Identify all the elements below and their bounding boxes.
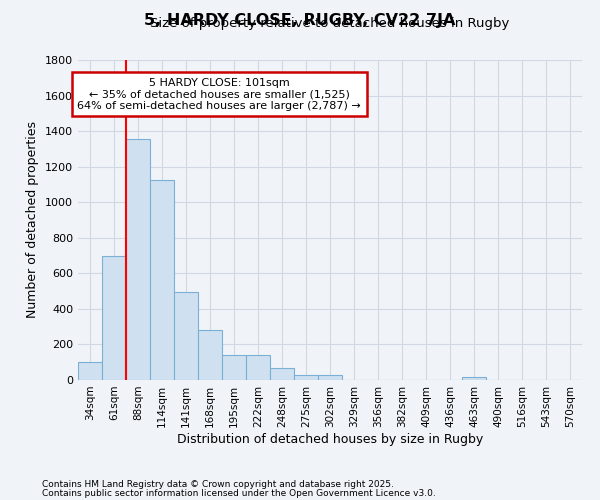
Bar [126,139,150,380]
Bar [462,377,486,380]
Y-axis label: Number of detached properties: Number of detached properties [26,122,40,318]
Bar [78,362,102,380]
X-axis label: Distribution of detached houses by size in Rugby: Distribution of detached houses by size … [177,432,483,446]
Bar [102,256,126,380]
Bar [294,375,318,380]
Bar [198,330,222,380]
Bar [150,180,174,380]
Title: Size of property relative to detached houses in Rugby: Size of property relative to detached ho… [151,16,509,30]
Text: Contains HM Land Registry data © Crown copyright and database right 2025.: Contains HM Land Registry data © Crown c… [42,480,394,489]
Bar [270,368,294,380]
Bar [318,375,342,380]
Text: Contains public sector information licensed under the Open Government Licence v3: Contains public sector information licen… [42,488,436,498]
Bar [174,292,198,380]
Bar [246,354,270,380]
Bar [222,354,246,380]
Text: 5 HARDY CLOSE: 101sqm
← 35% of detached houses are smaller (1,525)
64% of semi-d: 5 HARDY CLOSE: 101sqm ← 35% of detached … [77,78,361,111]
Text: 5, HARDY CLOSE, RUGBY, CV22 7JA: 5, HARDY CLOSE, RUGBY, CV22 7JA [145,12,455,28]
